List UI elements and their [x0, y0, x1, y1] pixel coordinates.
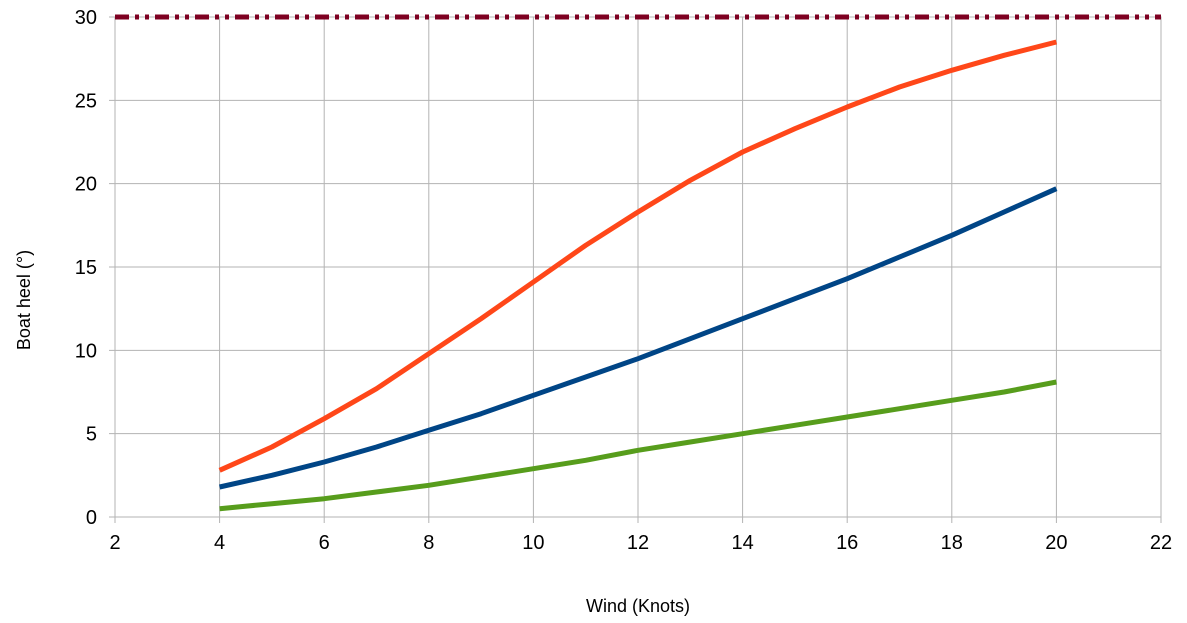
x-tick-label: 18 [941, 532, 963, 554]
x-tick-label: 16 [836, 532, 858, 554]
y-axis-title: Boat heel (°) [14, 250, 34, 350]
y-tick-label: 5 [86, 424, 97, 446]
y-tick-label: 30 [75, 7, 97, 29]
y-axis-tick-labels: 0 5 10 15 20 25 30 [75, 7, 97, 529]
x-tick-label: 20 [1045, 532, 1067, 554]
y-tick-label: 0 [86, 507, 97, 529]
x-tick-label: 10 [522, 532, 544, 554]
series-line-3 [219, 379, 1057, 512]
x-tick-label: 4 [214, 532, 225, 554]
x-axis-tick-labels: 2 4 6 8 10 12 14 16 18 20 22 [109, 532, 1172, 554]
series-line-1 [218, 39, 1058, 473]
y-tick-label: 25 [75, 90, 97, 112]
x-axis-title: Wind (Knots) [586, 596, 690, 616]
series-line-2 [219, 186, 1058, 490]
x-tick-label: 12 [627, 532, 649, 554]
y-tick-label: 15 [75, 257, 97, 279]
series-group [115, 14, 1161, 512]
x-tick-label: 14 [731, 532, 753, 554]
x-tick-label: 2 [109, 532, 120, 554]
x-tick-label: 22 [1150, 532, 1172, 554]
x-tick-label: 8 [423, 532, 434, 554]
y-tick-label: 20 [75, 174, 97, 196]
x-tick-label: 6 [319, 532, 330, 554]
y-tick-label: 10 [75, 340, 97, 362]
